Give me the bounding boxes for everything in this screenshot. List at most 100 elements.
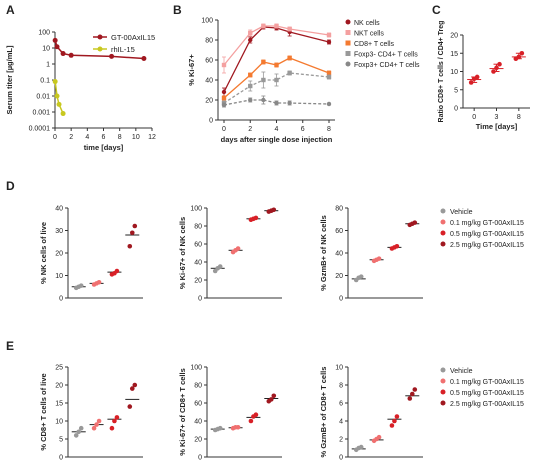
B-legend-label: Foxp3+ CD4+ T cells — [354, 62, 420, 69]
A-y-tick-label: 0.0001 — [29, 126, 51, 133]
D2-y-tick-label: 100 — [190, 206, 202, 213]
A-data-point — [60, 111, 66, 117]
C-data-point — [519, 50, 525, 56]
D2-y-label: % Ki-67+ of NK cells — [178, 217, 187, 289]
B-x-tick-label: 6 — [301, 126, 305, 133]
E3-y-tick-label: 6 — [339, 401, 343, 408]
D3-legend-marker — [440, 208, 446, 214]
A-y-tick-label: 10 — [42, 46, 50, 53]
D2-y-tick-label: 20 — [194, 278, 202, 285]
A-x-tick-label: 0 — [53, 134, 57, 141]
E3-legend-marker — [440, 389, 446, 395]
D1-y-tick-label: 0 — [59, 296, 63, 303]
E3-data-point — [394, 414, 400, 419]
E2-y-tick-label: 40 — [194, 419, 202, 426]
B-legend-marker — [345, 51, 351, 56]
A-x-label: time [days] — [84, 143, 124, 152]
B-series-line — [223, 25, 330, 66]
C-data-point — [468, 80, 474, 85]
E3-legend-marker — [440, 378, 446, 384]
D3-legend-label: 0.1 mg/kg GT-00AxIL15 — [450, 220, 524, 227]
B-y-label: % Ki-67+ — [187, 54, 196, 86]
E1-data-point — [91, 425, 97, 431]
E3-legend-marker — [440, 367, 446, 373]
B-data-point — [287, 100, 292, 106]
panel-label-D: D — [6, 179, 15, 193]
B-y-tick-label: 0 — [209, 118, 213, 125]
A-data-point — [141, 56, 147, 62]
A-data-point — [109, 53, 115, 59]
E2-data-point — [253, 412, 259, 418]
B-data-point — [261, 97, 266, 103]
A-legend-marker — [97, 46, 103, 52]
A-x-tick-label: 2 — [69, 134, 73, 141]
B-data-point — [326, 32, 332, 38]
D1-data-point — [96, 279, 102, 285]
B-data-point — [221, 62, 227, 68]
B-data-point — [248, 72, 253, 78]
D2-y-tick-label: 0 — [198, 296, 202, 303]
B-data-point — [274, 23, 279, 29]
E3-y-label: % GzmB+ of CD8+ T cells — [319, 367, 328, 458]
B-x-tick-label: 2 — [248, 126, 252, 133]
B-data-point — [326, 74, 332, 80]
E2-data-point — [268, 397, 274, 402]
A-data-point — [52, 79, 58, 85]
E2-data-point — [271, 393, 277, 399]
A-x-tick-label: 12 — [148, 134, 156, 141]
A-y-tick-label: 100 — [38, 30, 50, 37]
A-data-point — [56, 101, 62, 107]
E1-y-tick-label: 0 — [59, 455, 63, 462]
B-y-tick-label: 20 — [205, 98, 213, 105]
E1-data-point — [73, 433, 79, 438]
C-data-point — [491, 69, 496, 74]
A-x-tick-label: 10 — [132, 134, 140, 141]
B-data-point — [274, 100, 279, 106]
D1-y-tick-label: 10 — [55, 273, 63, 280]
E3-y-tick-label: 2 — [339, 437, 343, 444]
E1-data-point — [76, 429, 82, 435]
D2-y-tick-label: 60 — [194, 242, 202, 249]
B-legend-marker — [345, 61, 351, 67]
E3-data-point — [407, 396, 413, 401]
D3-data-point — [376, 256, 382, 261]
B-series-line — [223, 72, 330, 104]
A-x-tick-label: 6 — [102, 134, 106, 141]
B-x-tick-label: 0 — [222, 126, 226, 133]
B-x-label: days after single dose injection — [221, 135, 333, 144]
D2-y-tick-label: 80 — [194, 224, 202, 231]
D1-data-point — [114, 268, 120, 274]
B-legend-label: CD8+ T cells — [354, 41, 395, 48]
E1-data-point — [78, 425, 84, 431]
C-y-tick-label: 0 — [454, 106, 458, 113]
D2-y-tick-label: 40 — [194, 260, 202, 267]
B-data-point — [287, 26, 292, 32]
B-legend-label: NKT cells — [354, 31, 384, 38]
E2-y-tick-label: 80 — [194, 383, 202, 390]
B-data-point — [248, 37, 253, 43]
B-data-point — [326, 101, 332, 107]
E3-legend-label: 0.1 mg/kg GT-00AxIL15 — [450, 379, 524, 386]
E2-y-tick-label: 20 — [194, 437, 202, 444]
D3-data-point — [394, 243, 400, 249]
A-y-label: Serum titer [µg/mL] — [5, 45, 14, 114]
E3-legend-label: 2.5 mg/kg GT-00AxIL15 — [450, 401, 524, 408]
D2-data-point — [271, 207, 277, 213]
E1-y-tick-label: 20 — [55, 383, 63, 390]
E2-y-tick-label: 0 — [198, 455, 202, 462]
C-y-tick-label: 20 — [450, 33, 458, 40]
E1-data-point — [96, 418, 102, 424]
E1-y-tick-label: 10 — [55, 419, 63, 426]
D1-data-point — [127, 243, 133, 249]
B-data-point — [248, 30, 253, 36]
E1-data-point — [129, 386, 135, 391]
B-series-line — [223, 57, 330, 99]
E3-legend-label: 0.5 mg/kg GT-00AxIL15 — [450, 390, 524, 397]
D2-data-point — [217, 264, 223, 269]
D3-y-tick-label: 20 — [335, 273, 343, 280]
E3-legend-label: Vehicle — [450, 368, 473, 375]
D3-legend-label: 0.5 mg/kg GT-00AxIL15 — [450, 231, 524, 238]
B-data-point — [221, 89, 227, 95]
B-data-point — [287, 55, 292, 61]
